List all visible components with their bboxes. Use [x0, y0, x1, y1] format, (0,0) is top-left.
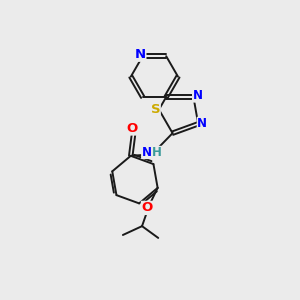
- Text: H: H: [152, 146, 162, 159]
- Text: N: N: [135, 48, 146, 61]
- Text: N: N: [142, 146, 152, 158]
- Text: O: O: [127, 122, 138, 135]
- Text: S: S: [151, 103, 160, 116]
- Text: N: N: [197, 117, 207, 130]
- Text: O: O: [141, 201, 153, 214]
- Text: N: N: [193, 89, 202, 102]
